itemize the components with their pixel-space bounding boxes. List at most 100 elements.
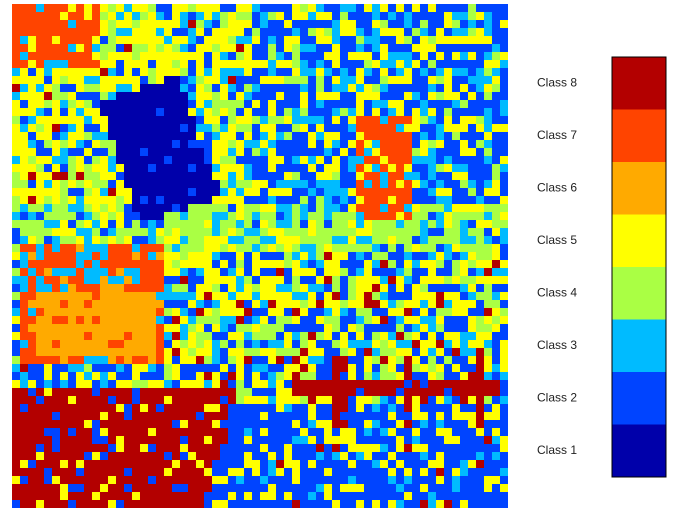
map-cell bbox=[396, 380, 404, 388]
map-cell bbox=[364, 268, 372, 276]
map-cell bbox=[444, 108, 452, 116]
map-cell bbox=[92, 308, 100, 316]
map-cell bbox=[252, 116, 260, 124]
map-cell bbox=[196, 500, 204, 508]
map-cell bbox=[292, 60, 300, 68]
map-cell bbox=[492, 380, 500, 388]
map-cell bbox=[380, 124, 388, 132]
map-cell bbox=[140, 28, 148, 36]
map-cell bbox=[476, 348, 484, 356]
map-cell bbox=[244, 204, 252, 212]
map-cell bbox=[28, 428, 36, 436]
map-cell bbox=[236, 292, 244, 300]
map-cell bbox=[220, 300, 228, 308]
map-cell bbox=[156, 140, 164, 148]
map-cell bbox=[204, 52, 212, 60]
map-cell bbox=[60, 284, 68, 292]
map-cell bbox=[92, 76, 100, 84]
map-cell bbox=[404, 388, 412, 396]
map-cell bbox=[172, 68, 180, 76]
map-cell bbox=[188, 492, 196, 500]
map-cell bbox=[428, 204, 436, 212]
map-cell bbox=[244, 68, 252, 76]
map-cell bbox=[332, 260, 340, 268]
map-cell bbox=[172, 308, 180, 316]
map-cell bbox=[180, 324, 188, 332]
map-cell bbox=[388, 388, 396, 396]
map-cell bbox=[228, 308, 236, 316]
map-cell bbox=[452, 236, 460, 244]
map-cell bbox=[396, 124, 404, 132]
map-cell bbox=[236, 492, 244, 500]
map-cell bbox=[36, 140, 44, 148]
map-cell bbox=[316, 220, 324, 228]
map-cell bbox=[148, 468, 156, 476]
map-cell bbox=[172, 212, 180, 220]
map-cell bbox=[332, 124, 340, 132]
map-cell bbox=[356, 300, 364, 308]
map-cell bbox=[52, 164, 60, 172]
map-cell bbox=[476, 220, 484, 228]
map-cell bbox=[164, 396, 172, 404]
map-cell bbox=[164, 252, 172, 260]
map-cell bbox=[28, 276, 36, 284]
map-cell bbox=[180, 332, 188, 340]
map-cell bbox=[164, 356, 172, 364]
map-cell bbox=[300, 468, 308, 476]
map-cell bbox=[444, 52, 452, 60]
map-cell bbox=[372, 420, 380, 428]
map-cell bbox=[44, 444, 52, 452]
map-cell bbox=[380, 116, 388, 124]
map-cell bbox=[276, 284, 284, 292]
map-cell bbox=[404, 372, 412, 380]
map-cell bbox=[492, 388, 500, 396]
map-cell bbox=[44, 308, 52, 316]
map-cell bbox=[228, 140, 236, 148]
map-cell bbox=[188, 276, 196, 284]
map-cell bbox=[116, 348, 124, 356]
map-cell bbox=[500, 484, 508, 492]
map-cell bbox=[148, 212, 156, 220]
map-cell bbox=[140, 492, 148, 500]
map-cell bbox=[36, 196, 44, 204]
map-cell bbox=[380, 84, 388, 92]
map-cell bbox=[108, 84, 116, 92]
map-cell bbox=[284, 252, 292, 260]
map-cell bbox=[60, 108, 68, 116]
map-cell bbox=[172, 396, 180, 404]
map-cell bbox=[484, 364, 492, 372]
map-cell bbox=[204, 132, 212, 140]
map-cell bbox=[172, 12, 180, 20]
map-cell bbox=[28, 468, 36, 476]
map-cell bbox=[404, 172, 412, 180]
map-cell bbox=[428, 212, 436, 220]
map-cell bbox=[196, 332, 204, 340]
map-cell bbox=[364, 92, 372, 100]
map-cell bbox=[12, 12, 20, 20]
map-cell bbox=[324, 84, 332, 92]
map-cell bbox=[188, 172, 196, 180]
map-cell bbox=[492, 412, 500, 420]
map-cell bbox=[36, 156, 44, 164]
map-cell bbox=[212, 452, 220, 460]
map-cell bbox=[460, 308, 468, 316]
map-cell bbox=[436, 412, 444, 420]
map-cell bbox=[348, 244, 356, 252]
map-cell bbox=[44, 132, 52, 140]
map-cell bbox=[236, 132, 244, 140]
map-cell bbox=[388, 212, 396, 220]
map-cell bbox=[84, 476, 92, 484]
map-cell bbox=[484, 388, 492, 396]
map-cell bbox=[76, 116, 84, 124]
map-cell bbox=[236, 164, 244, 172]
map-cell bbox=[484, 84, 492, 92]
map-cell bbox=[428, 36, 436, 44]
map-cell bbox=[236, 308, 244, 316]
map-cell bbox=[92, 180, 100, 188]
map-cell bbox=[292, 428, 300, 436]
map-cell bbox=[68, 396, 76, 404]
map-cell bbox=[76, 236, 84, 244]
map-cell bbox=[380, 132, 388, 140]
map-cell bbox=[428, 404, 436, 412]
map-cell bbox=[372, 316, 380, 324]
